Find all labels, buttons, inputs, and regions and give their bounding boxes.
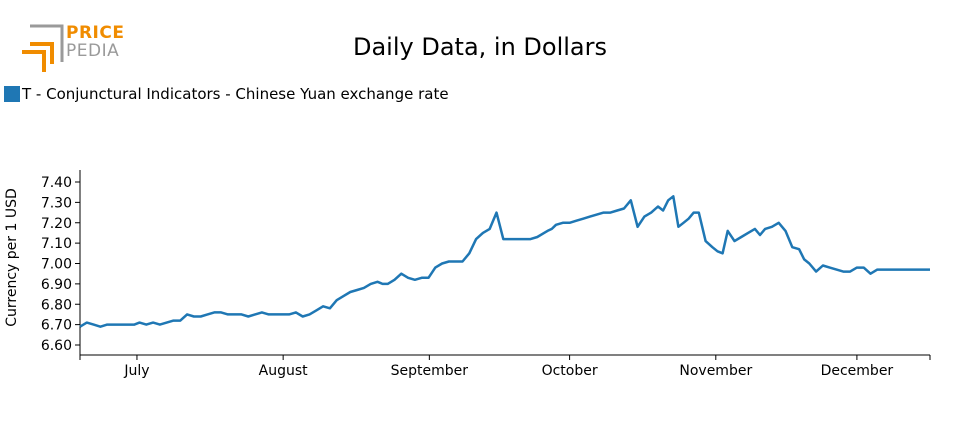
- logo-mark-icon: [22, 24, 64, 72]
- x-tick-label: October: [542, 363, 598, 379]
- legend: T - Conjunctural Indicators - Chinese Yu…: [4, 84, 449, 104]
- y-axis-label: Currency per 1 USD: [4, 188, 20, 327]
- chart-title: Daily Data, in Dollars: [352, 33, 607, 61]
- y-tick-label: 7.30: [41, 195, 72, 211]
- x-tick-label: December: [821, 363, 894, 379]
- x-tick-label: August: [259, 363, 309, 379]
- legend-label: T - Conjunctural Indicators - Chinese Yu…: [22, 85, 449, 103]
- x-tick-label: July: [123, 363, 149, 379]
- y-tick-label: 7.40: [41, 175, 72, 191]
- y-tick-label: 6.70: [41, 318, 72, 334]
- y-tick-label: 7.20: [41, 216, 72, 232]
- y-axis: 7.40 7.30 7.20 7.10 7.00 6.90 6.80 6.70 6.60: [41, 170, 81, 355]
- y-tick-label: 7.00: [41, 257, 72, 273]
- y-tick-label: 7.10: [41, 236, 72, 252]
- legend-swatch: [4, 86, 20, 102]
- logo-text-price: PRICE: [66, 23, 125, 43]
- plot-area: [79, 195, 930, 328]
- x-tick-label: September: [391, 363, 469, 379]
- series-line-cny: [79, 195, 930, 328]
- logo-text-pedia: PEDIA: [66, 41, 120, 61]
- x-axis: July August September October November Decemb…: [79, 354, 931, 379]
- y-tick-label: 6.90: [41, 277, 72, 293]
- y-tick-label: 6.60: [41, 338, 72, 354]
- y-tick-label: 6.80: [41, 297, 72, 313]
- pricepedia-logo: PRICE PEDIA: [18, 22, 128, 74]
- x-tick-label: November: [679, 363, 752, 379]
